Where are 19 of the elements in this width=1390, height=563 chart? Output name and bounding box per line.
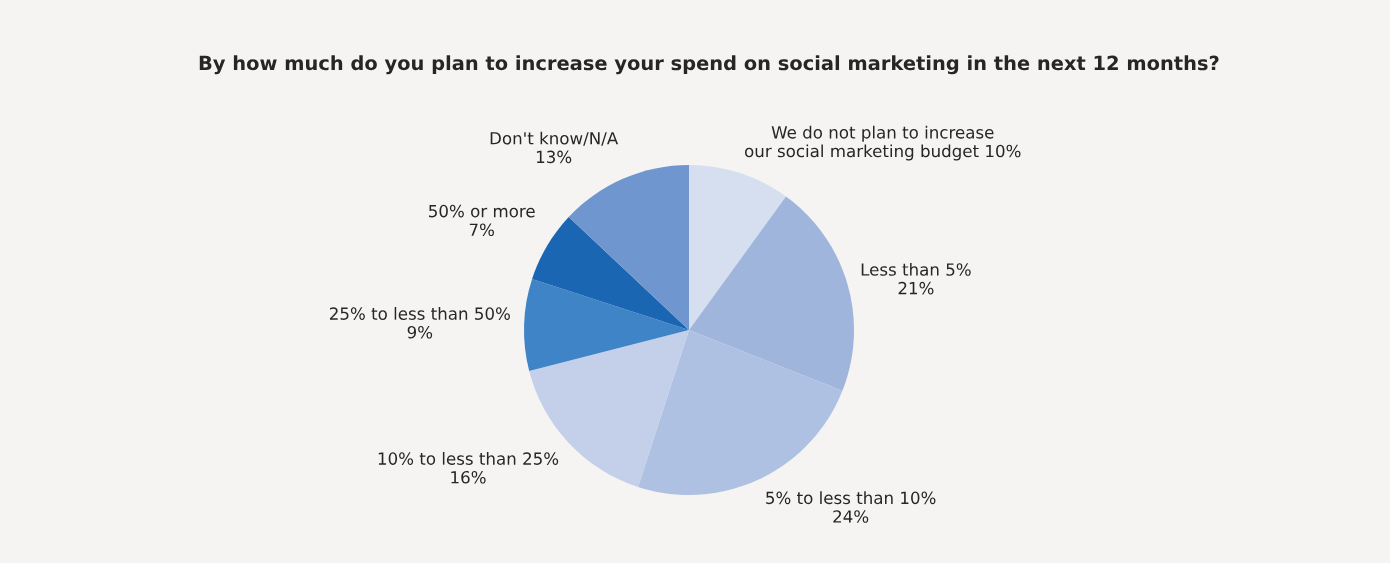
- pie-slice: [568, 165, 689, 330]
- data-label: 7%: [469, 223, 494, 237]
- slice-label: 25% to less than 50%: [329, 307, 510, 320]
- data-label: 16%: [451, 470, 486, 484]
- slice-label: We do not plan to increase our social marketing budget 10%: [744, 125, 1021, 161]
- data-label: 24%: [833, 510, 869, 523]
- chart-title: By how much do you plan to increase your spend on social marketing in the next 12 months?: [199, 55, 1219, 75]
- data-label: 13%: [536, 150, 572, 164]
- data-label: 9%: [407, 325, 433, 339]
- slice-label: Less than 5%: [861, 262, 971, 276]
- slice-label: 10% to less than 25%: [378, 451, 559, 465]
- slice-label: Don't know/N/A: [490, 131, 619, 146]
- pie-slice: [689, 196, 854, 391]
- pie-slice: [689, 165, 786, 330]
- data-label: 21%: [898, 281, 934, 295]
- slice-label: 50% or more: [429, 204, 535, 218]
- slice-label: 5% to less than 10%: [766, 491, 936, 505]
- pie-slice: [524, 279, 689, 372]
- pie-slice: [532, 217, 689, 330]
